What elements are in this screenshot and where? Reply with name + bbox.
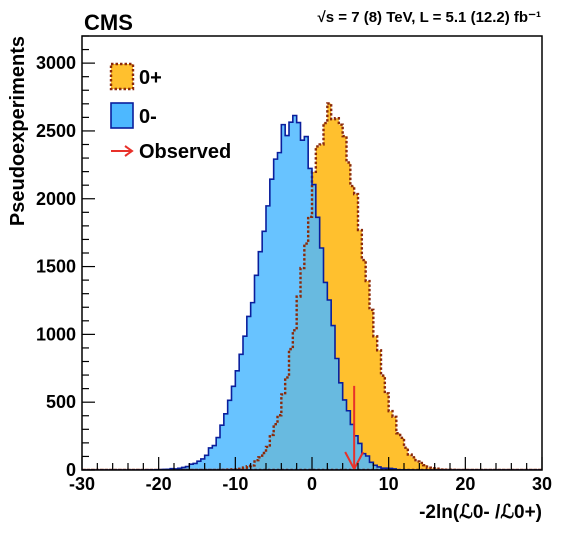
x-tick-label: -10 [222, 474, 248, 494]
legend-label-0minus: 0- [139, 106, 157, 128]
x-axis-title: -2ln(ℒ0- /ℒ0+) [419, 502, 542, 523]
y-tick-label: 0 [66, 460, 76, 480]
x-axis: -30 -20 -10 0 10 20 30 [69, 457, 552, 494]
conditions-label: √s = 7 (8) TeV, L = 5.1 (12.2) fb⁻¹ [318, 9, 541, 26]
experiment-label: CMS [84, 10, 133, 35]
y-tick-label: 3000 [36, 53, 76, 73]
series-0minus-area [82, 115, 542, 470]
legend-label-observed: Observed [139, 141, 231, 163]
y-tick-label: 500 [46, 392, 76, 412]
x-tick-label: -30 [69, 474, 95, 494]
y-tick-label: 1500 [36, 257, 76, 277]
x-tick-label: -20 [146, 474, 172, 494]
y-tick-label: 2500 [36, 121, 76, 141]
y-axis: 0 500 1000 1500 2000 2500 3000 [36, 35, 95, 480]
legend-arrow-observed-head [124, 145, 134, 157]
y-tick-label: 1000 [36, 324, 76, 344]
x-tick-label: 30 [532, 474, 552, 494]
legend-swatch-0plus [109, 62, 135, 91]
x-tick-label: 20 [455, 474, 475, 494]
y-axis-title: Pseudoexperiments [7, 36, 29, 226]
x-tick-label: 10 [379, 474, 399, 494]
x-tick-label: 0 [307, 474, 317, 494]
legend: 0+ 0- Observed [109, 62, 231, 163]
observed-arrow-head [344, 451, 365, 470]
y-tick-label: 2000 [36, 189, 76, 209]
legend-swatch-0minus [110, 102, 134, 129]
legend-label-0plus: 0+ [139, 67, 162, 89]
